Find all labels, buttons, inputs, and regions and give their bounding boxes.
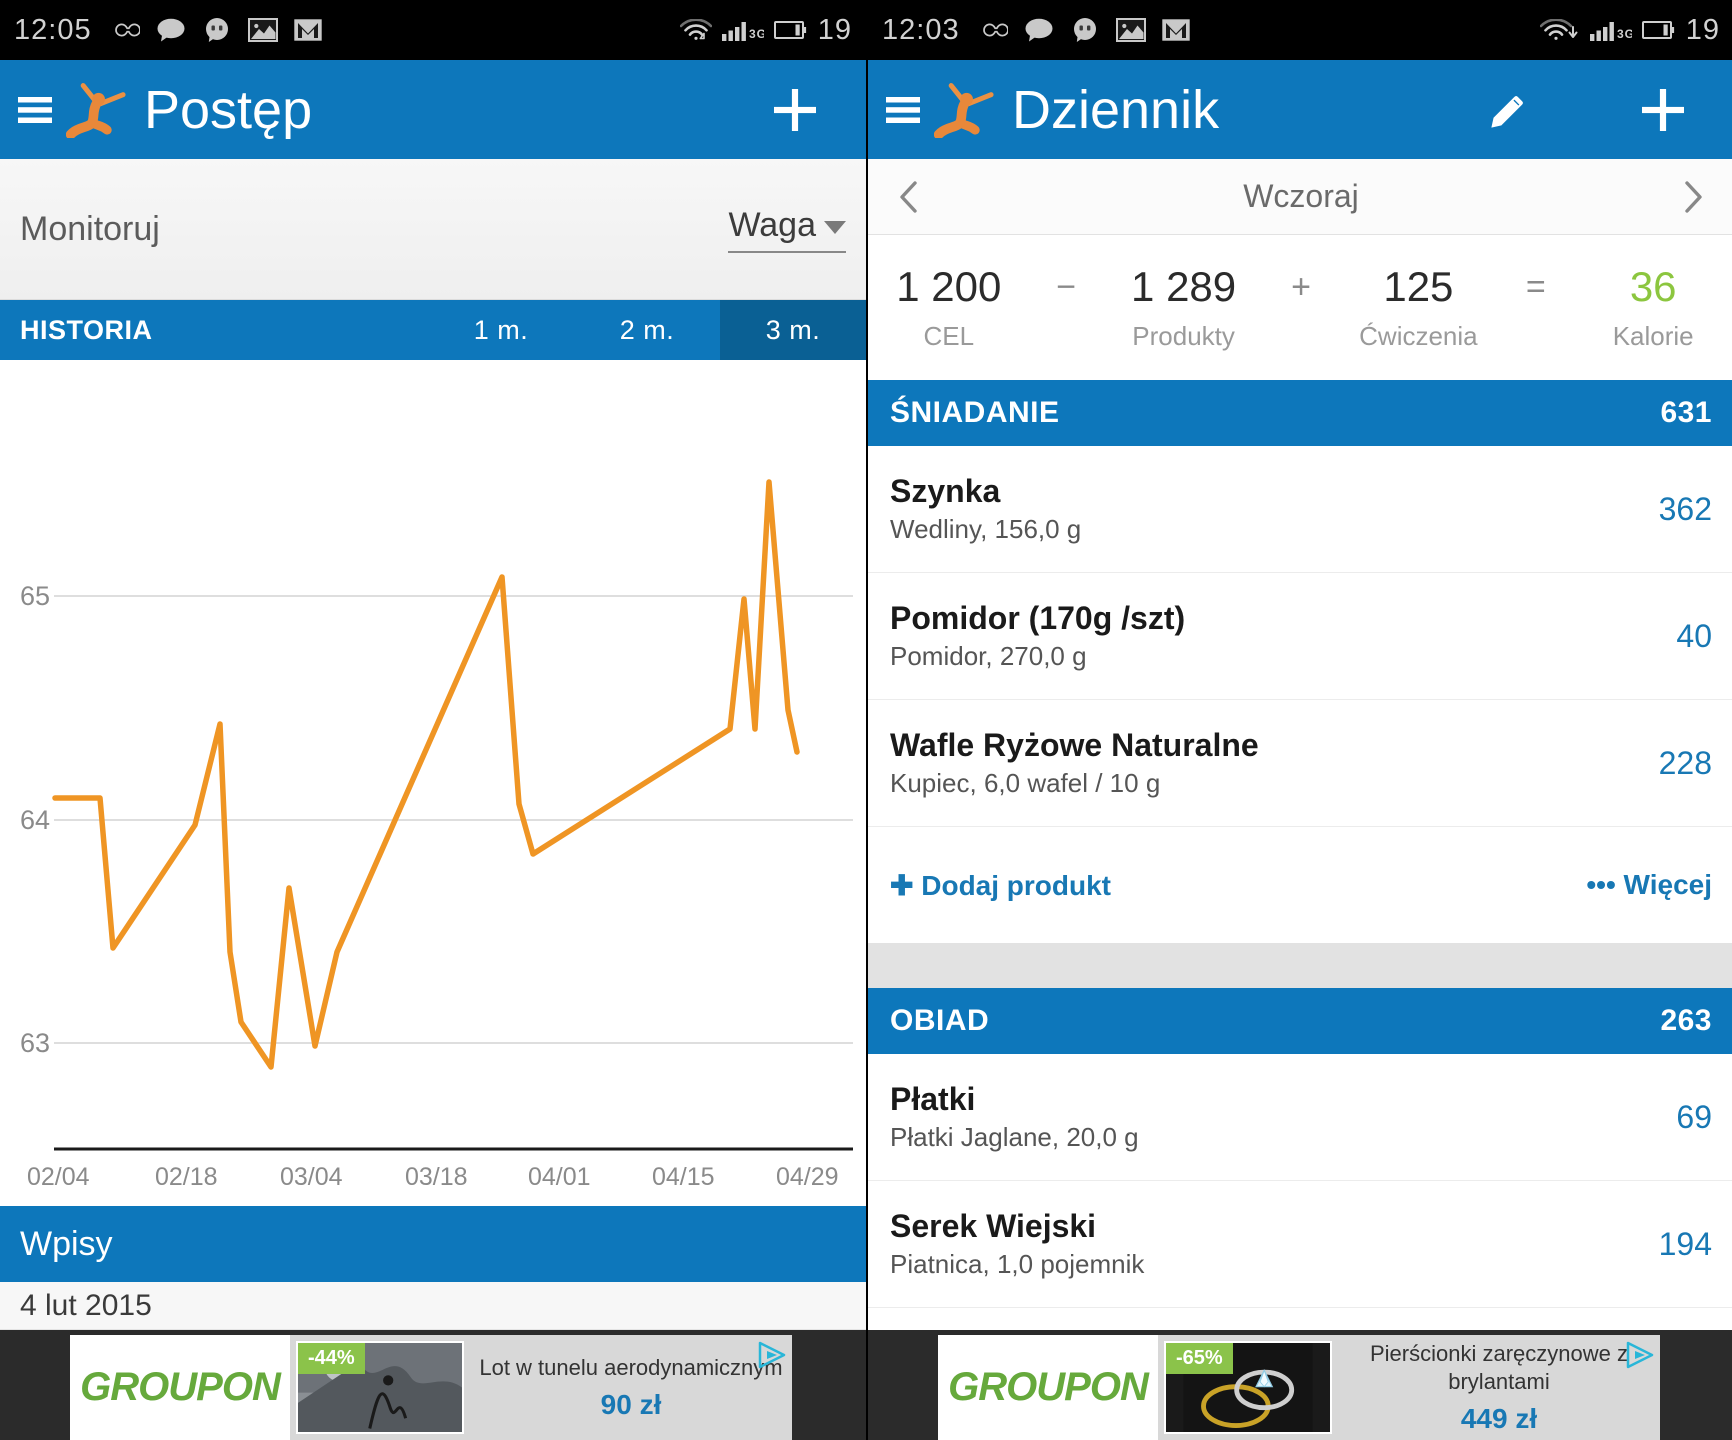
- svg-text:3G: 3G: [749, 27, 764, 41]
- svg-text:04/01: 04/01: [528, 1163, 591, 1191]
- svg-text:64: 64: [20, 805, 50, 835]
- svg-text:04/15: 04/15: [652, 1163, 715, 1191]
- svg-text:3G: 3G: [1617, 27, 1632, 41]
- svg-text:63: 63: [20, 1028, 50, 1058]
- svg-text:02/04: 02/04: [27, 1163, 90, 1191]
- svg-text:03/04: 03/04: [280, 1163, 343, 1191]
- svg-text:02/18: 02/18: [155, 1163, 218, 1191]
- svg-text:03/18: 03/18: [405, 1163, 468, 1191]
- svg-text:65: 65: [20, 581, 50, 611]
- svg-text:04/29: 04/29: [776, 1163, 839, 1191]
